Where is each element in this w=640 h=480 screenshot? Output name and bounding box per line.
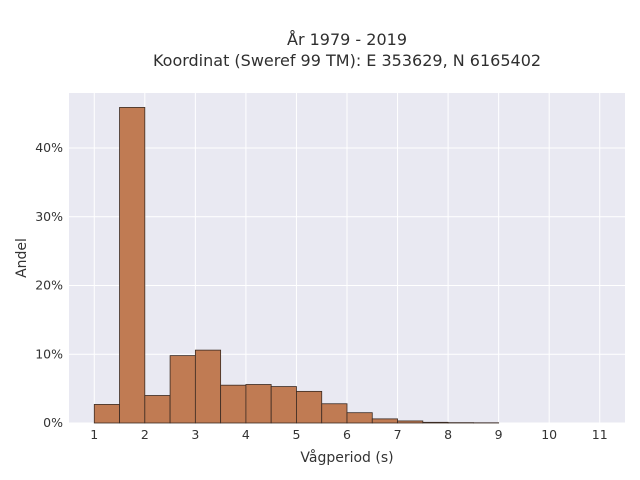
x-tick-label-6: 7 xyxy=(394,427,402,442)
histogram-bar-11 xyxy=(371,418,398,424)
x-tick-label-4: 5 xyxy=(292,427,300,442)
x-tick-label-3: 4 xyxy=(242,427,250,442)
histogram-bar-1 xyxy=(119,107,146,424)
y-tick-label-2: 20% xyxy=(35,278,63,293)
x-tick-label-9: 10 xyxy=(541,427,557,442)
chart-title: År 1979 - 2019 xyxy=(287,30,407,49)
histogram-bar-8 xyxy=(296,390,323,424)
histogram-bar-3 xyxy=(169,355,196,424)
histogram-bar-12 xyxy=(397,420,424,424)
x-tick-label-5: 6 xyxy=(343,427,351,442)
grid-lines xyxy=(69,93,625,424)
x-tick-label-2: 3 xyxy=(191,427,199,442)
x-tick-label-7: 8 xyxy=(444,427,452,442)
histogram-bars xyxy=(93,107,500,424)
y-axis-ticks: 0% 10% 20% 30% 40% xyxy=(35,140,63,430)
histogram-bar-7 xyxy=(270,386,297,424)
x-tick-label-0: 1 xyxy=(90,427,98,442)
x-tick-label-1: 2 xyxy=(141,427,149,442)
histogram-bar-0 xyxy=(93,404,120,424)
x-tick-label-10: 11 xyxy=(592,427,608,442)
histogram-bar-9 xyxy=(321,403,348,424)
histogram-bar-6 xyxy=(245,384,272,424)
histogram-bar-5 xyxy=(220,384,247,424)
x-tick-label-8: 9 xyxy=(495,427,503,442)
histogram-bar-2 xyxy=(144,395,171,424)
y-tick-label-3: 30% xyxy=(35,209,63,224)
y-tick-label-1: 10% xyxy=(35,346,63,361)
histogram-bar-4 xyxy=(194,349,222,424)
y-tick-label-4: 40% xyxy=(35,140,63,155)
x-axis-label: Vågperiod (s) xyxy=(300,449,393,466)
x-axis-ticks: 1 2 3 4 5 6 7 8 9 10 11 xyxy=(90,427,607,442)
histogram-bar-10 xyxy=(346,412,373,424)
y-tick-label-0: 0% xyxy=(43,415,63,430)
y-axis-label: Andel xyxy=(14,238,30,278)
chart-subtitle: Koordinat (Sweref 99 TM): E 353629, N 61… xyxy=(153,51,541,70)
histogram-bar-13 xyxy=(422,421,449,424)
